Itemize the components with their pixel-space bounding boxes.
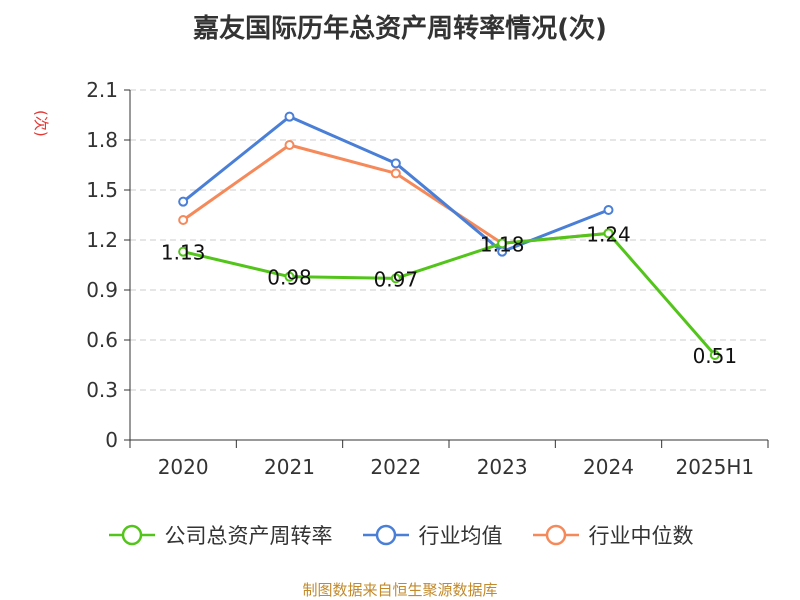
data-point xyxy=(284,111,295,122)
y-tick-label: 0.3 xyxy=(86,378,118,402)
chart-title: 嘉友国际历年总资产周转率情况(次) xyxy=(193,14,607,44)
y-tick-labels: 0 0.3 0.6 0.9 1.2 1.5 1.8 2.1 xyxy=(86,78,118,452)
data-point xyxy=(603,228,614,239)
data-point xyxy=(284,140,295,150)
data-label: 1.18 xyxy=(480,232,525,256)
data-point xyxy=(390,168,401,179)
source-note: 制图数据来自恒生聚源数据库 xyxy=(302,581,498,599)
legend-swatch xyxy=(532,524,579,546)
legend-swatch xyxy=(362,524,409,546)
legend-label: 行业中位数 xyxy=(588,524,694,548)
x-tick-label: 2023 xyxy=(477,455,528,479)
data-label: 1.13 xyxy=(161,241,206,265)
data-label: 0.51 xyxy=(693,344,738,368)
y-tick-label: 1.2 xyxy=(86,228,118,252)
legend-item: 行业中位数 xyxy=(531,520,694,550)
y-tick-label: 0 xyxy=(105,428,118,452)
data-point xyxy=(709,350,720,360)
x-tick-label: 2025H1 xyxy=(675,455,754,479)
data-point xyxy=(497,238,508,249)
x-tick-label: 2021 xyxy=(264,455,315,479)
data-point xyxy=(390,273,401,284)
axes xyxy=(124,89,769,448)
y-tick-label: 2.1 xyxy=(86,78,118,102)
series-lines xyxy=(178,111,720,360)
legend-swatch-marker xyxy=(375,524,396,546)
y-tick-label: 0.6 xyxy=(86,328,118,352)
x-tick-labels: 2020 2021 2022 2023 2024 2025H1 xyxy=(158,455,754,479)
series-line xyxy=(181,115,610,254)
data-label: 0.98 xyxy=(267,266,312,290)
data-point xyxy=(284,271,295,282)
data-point xyxy=(603,205,614,215)
series-line xyxy=(181,231,717,357)
legend-label: 行业均值 xyxy=(418,524,503,548)
y-tick-label: 0.9 xyxy=(86,278,118,302)
legend-item: 行业均值 xyxy=(361,520,503,550)
data-point xyxy=(178,246,189,257)
x-tick-label: 2024 xyxy=(583,455,634,479)
legend-swatch-marker xyxy=(121,524,142,546)
x-tick-label: 2020 xyxy=(158,455,209,479)
legend-label: 公司总资产周转率 xyxy=(164,524,333,548)
grid-lines xyxy=(130,89,768,391)
legend-swatch xyxy=(108,524,155,546)
legend-swatch-marker xyxy=(545,524,566,546)
data-point xyxy=(178,215,189,225)
data-label: 1.24 xyxy=(586,222,631,246)
data-label: 0.97 xyxy=(374,267,419,291)
y-tick-label: 1.5 xyxy=(86,178,118,202)
legend-item: 公司总资产周转率 xyxy=(107,520,333,550)
y-tick-label: 1.8 xyxy=(86,128,118,152)
data-point xyxy=(178,196,189,207)
x-tick-label: 2022 xyxy=(370,455,421,479)
data-labels: 1.13 0.98 0.97 1.18 1.24 0.51 xyxy=(161,222,737,368)
legend: 公司总资产周转率 行业均值 行业中位数 xyxy=(0,520,800,550)
data-point xyxy=(390,158,401,169)
